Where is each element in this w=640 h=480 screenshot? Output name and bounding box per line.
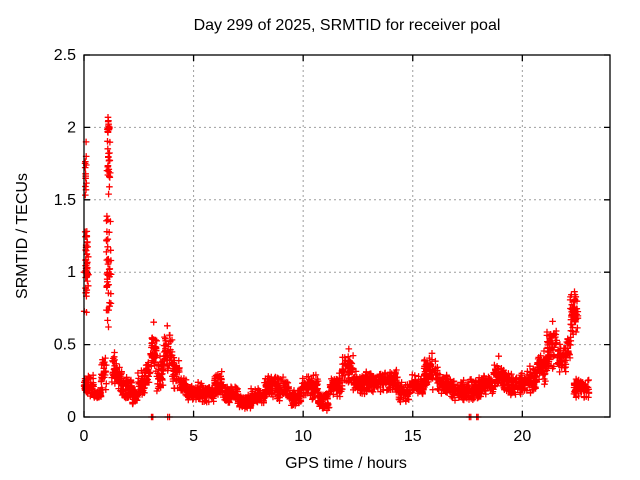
svg-text:2.5: 2.5 xyxy=(54,47,76,64)
svg-text:0: 0 xyxy=(80,428,89,445)
x-axis-label: GPS time / hours xyxy=(285,455,407,472)
svg-text:0: 0 xyxy=(67,409,76,426)
svg-text:1: 1 xyxy=(67,264,76,281)
y-tick-labels: 0 0.5 1 1.5 2 2.5 xyxy=(54,47,76,426)
y-axis-label: SRMTID / TECUs xyxy=(14,173,31,299)
svg-text:15: 15 xyxy=(404,428,422,445)
svg-text:0.5: 0.5 xyxy=(54,337,76,354)
plot-border xyxy=(83,54,611,418)
svg-text:10: 10 xyxy=(294,428,312,445)
grid-lines xyxy=(84,55,610,417)
svg-text:5: 5 xyxy=(189,428,198,445)
svg-text:1.5: 1.5 xyxy=(54,192,76,209)
chart-title: Day 299 of 2025, SRMTID for receiver poa… xyxy=(194,17,501,34)
x-tick-labels: 0 5 10 15 20 xyxy=(80,428,532,445)
data-points xyxy=(80,114,593,421)
svg-text:20: 20 xyxy=(513,428,531,445)
svg-text:2: 2 xyxy=(67,119,76,136)
